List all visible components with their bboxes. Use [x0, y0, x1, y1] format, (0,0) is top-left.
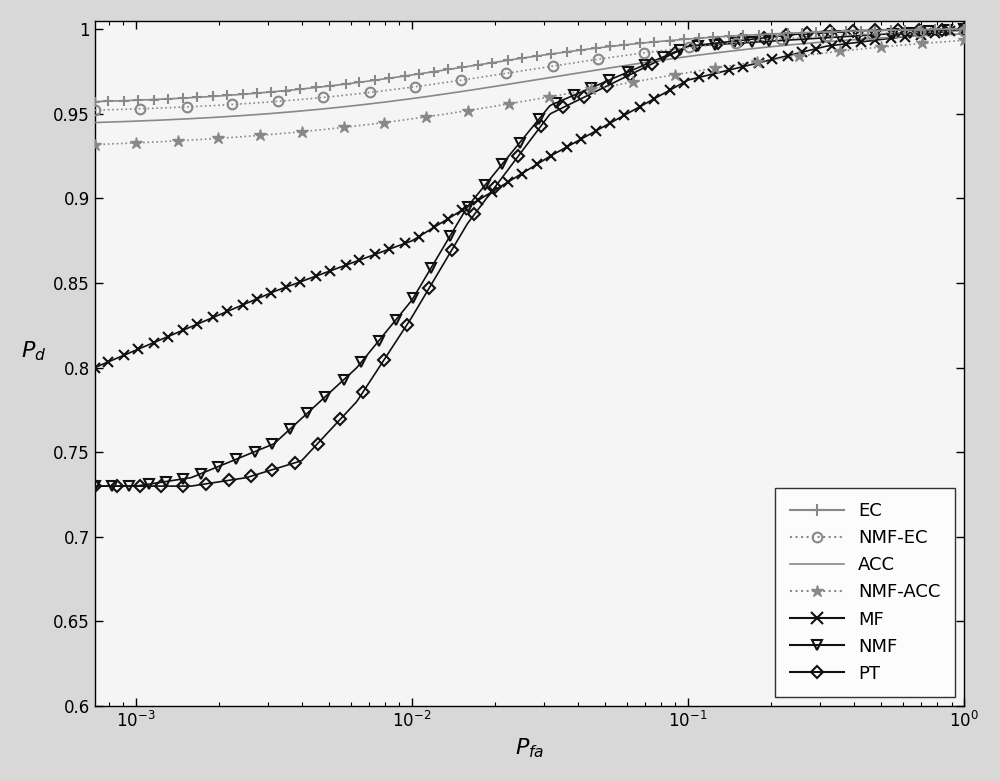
X-axis label: $P_{fa}$: $P_{fa}$	[515, 736, 544, 760]
Y-axis label: $P_d$: $P_d$	[21, 340, 46, 363]
Legend: EC, NMF-EC, ACC, NMF-ACC, MF, NMF, PT: EC, NMF-EC, ACC, NMF-ACC, MF, NMF, PT	[775, 488, 955, 697]
